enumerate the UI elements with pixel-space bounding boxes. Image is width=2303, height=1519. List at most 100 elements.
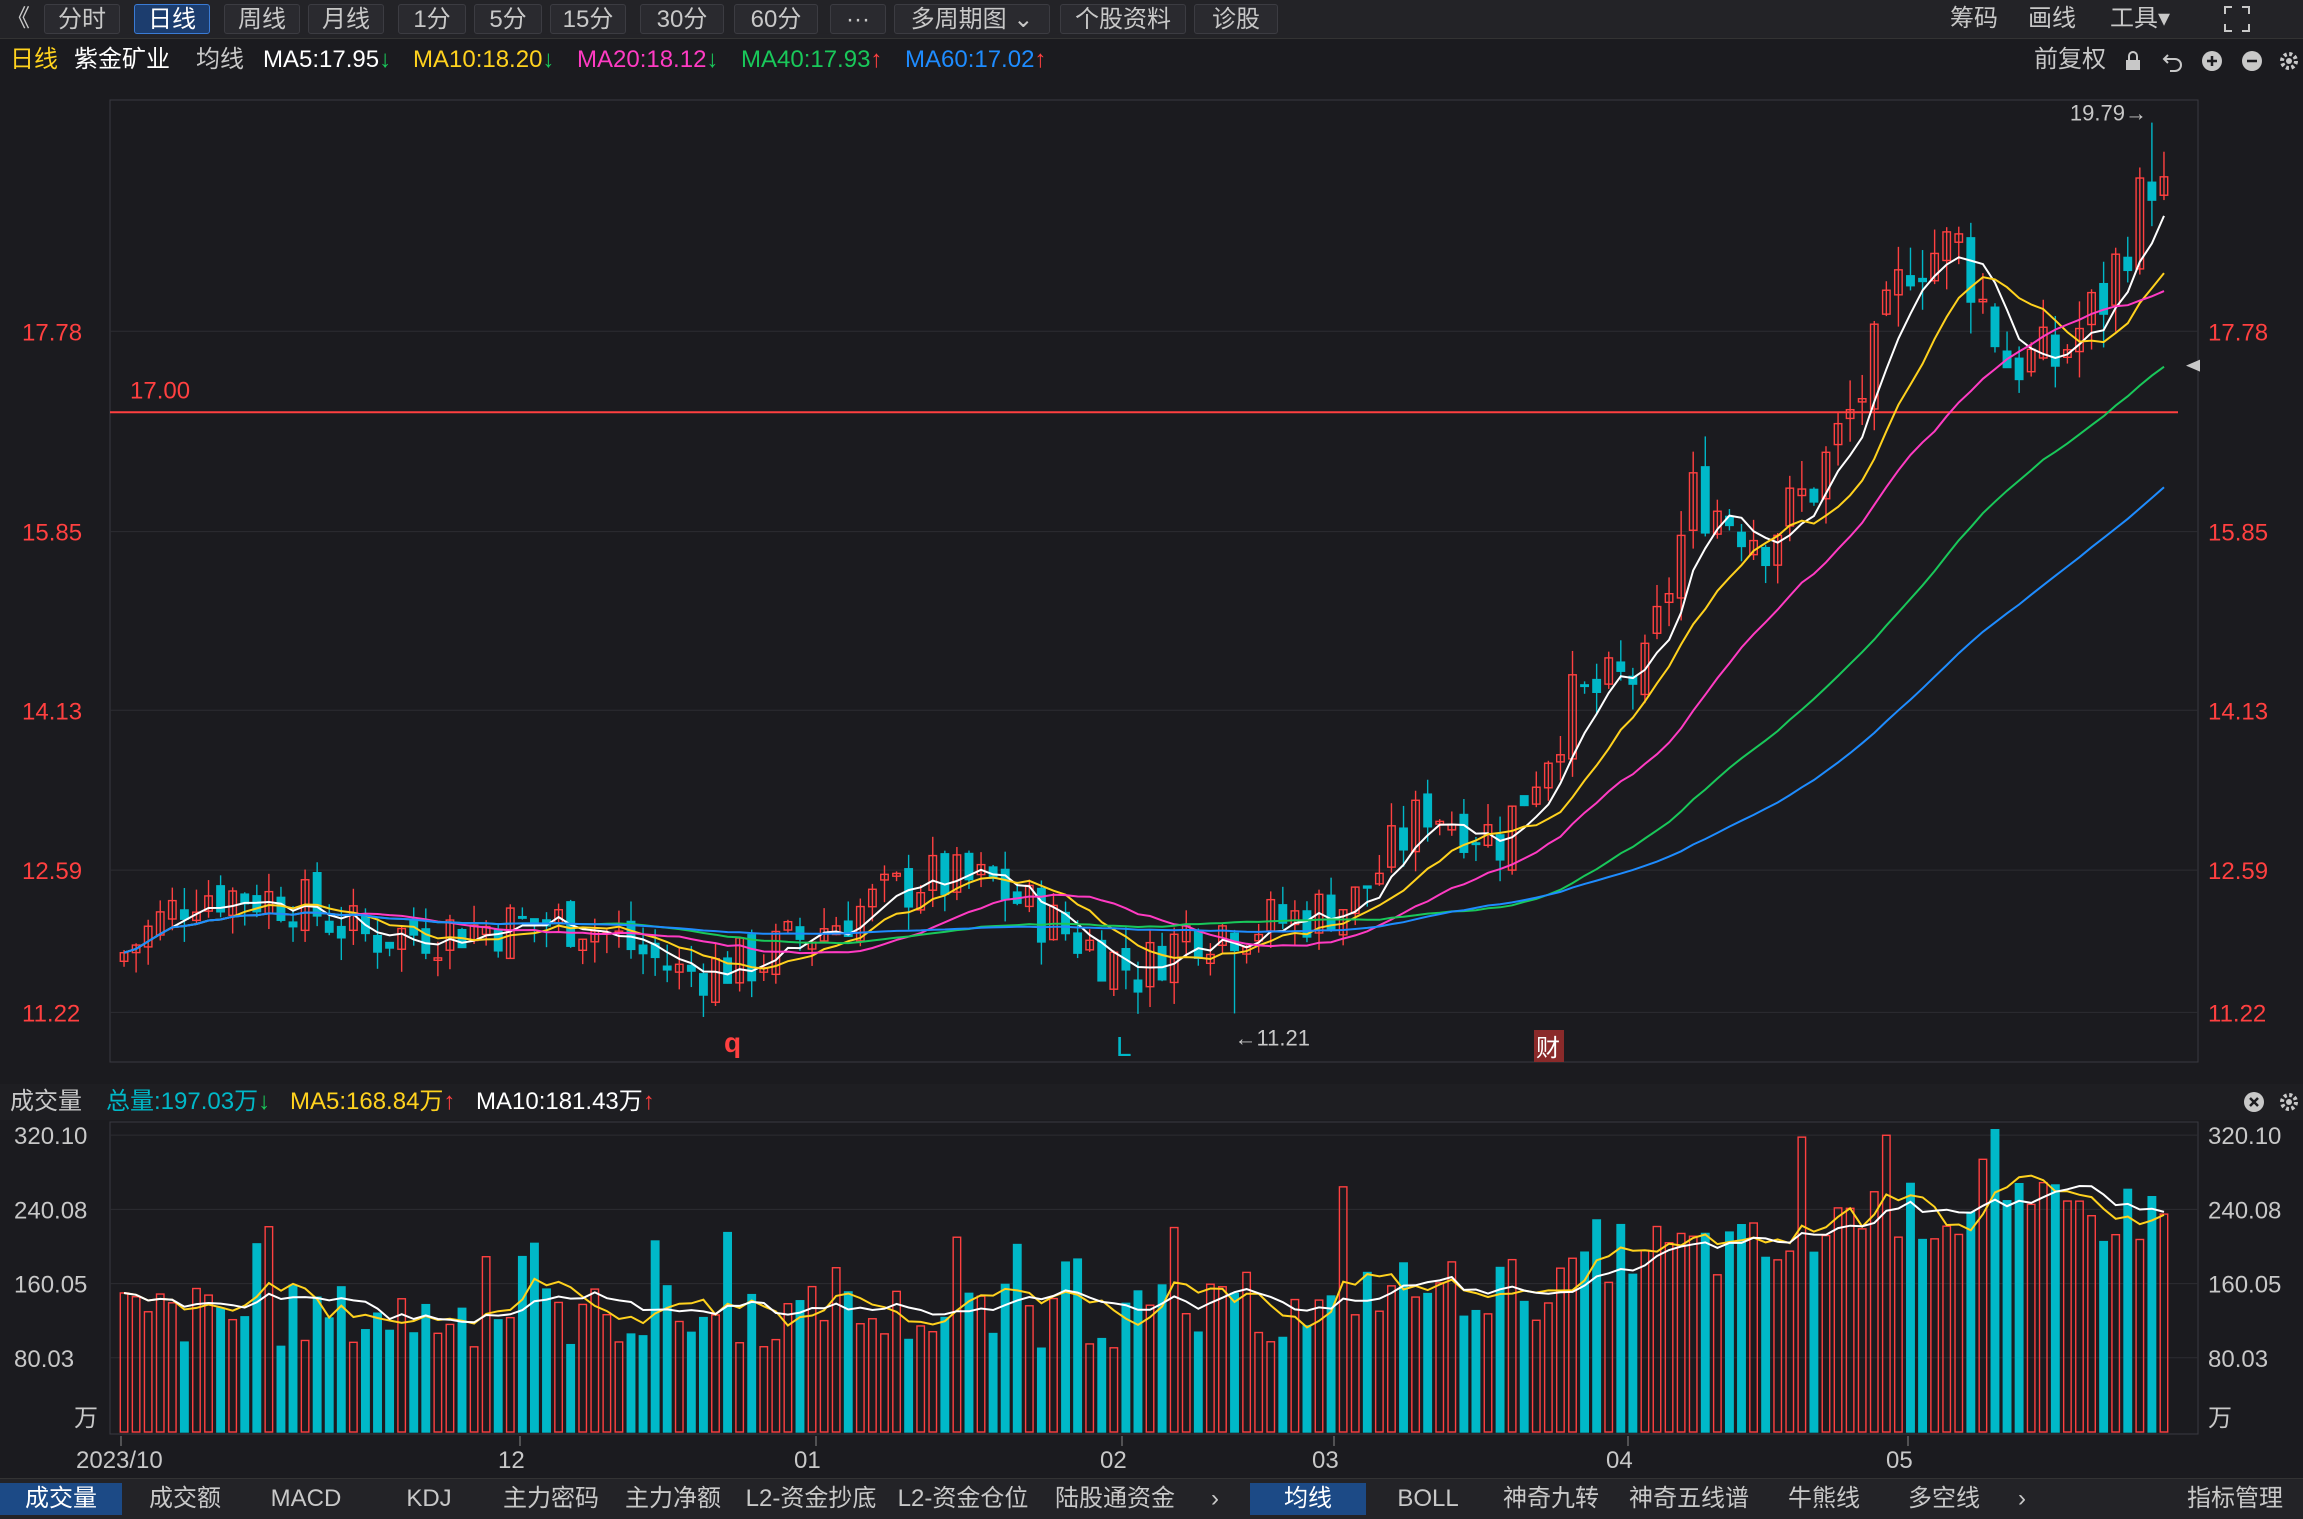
volume-bar bbox=[1918, 1238, 1927, 1433]
candle-body bbox=[1640, 642, 1650, 696]
period-tab[interactable]: 30分 bbox=[640, 4, 724, 34]
volume-bar bbox=[1942, 1225, 1952, 1433]
chip-button[interactable]: 筹码 bbox=[1950, 5, 1998, 32]
volume-bar bbox=[542, 1288, 551, 1433]
overlay-tab[interactable]: 多空线 bbox=[1908, 1485, 1980, 1512]
settings-icon[interactable] bbox=[2278, 50, 2300, 72]
period-tab[interactable]: 周线 bbox=[224, 4, 300, 34]
candle-body bbox=[493, 928, 503, 952]
candle-body bbox=[1531, 786, 1541, 805]
period-tab[interactable]: 5分 bbox=[474, 4, 542, 34]
indicator-tab[interactable]: L2-资金仓位 bbox=[897, 1485, 1029, 1512]
volume-ma10: MA10:181.43万↑ bbox=[476, 1088, 655, 1115]
candle-body bbox=[1990, 306, 2000, 348]
candle-body bbox=[1061, 911, 1070, 935]
volume-bar bbox=[1049, 1297, 1058, 1433]
period-tab[interactable]: 60分 bbox=[734, 4, 818, 34]
volume-settings-icon[interactable] bbox=[2278, 1091, 2300, 1113]
candle-body bbox=[2111, 253, 2121, 306]
volume-info-bar: 成交量 总量:197.03万↓ MA5:168.84万↑ MA10:181.43… bbox=[0, 1084, 2303, 1120]
indicator-tab[interactable]: KDJ bbox=[406, 1485, 452, 1512]
volume-bar bbox=[1471, 1309, 1481, 1433]
overlay-tab[interactable]: 均线 bbox=[1250, 1483, 1366, 1515]
candle-body bbox=[1049, 904, 1058, 941]
close-panel-icon[interactable] bbox=[2243, 1091, 2265, 1113]
lock-icon[interactable] bbox=[2122, 50, 2144, 72]
volume-tick-label-left: 240.08 bbox=[14, 1197, 87, 1224]
ma10-value: MA10:18.20↓ bbox=[413, 46, 555, 73]
period-tab[interactable]: 1分 bbox=[398, 4, 466, 34]
period-tab[interactable]: 月线 bbox=[308, 4, 384, 34]
indicator-tab[interactable]: MACD bbox=[270, 1485, 342, 1512]
candle-body bbox=[1555, 754, 1565, 763]
volume-bar bbox=[988, 1332, 998, 1433]
candle-body bbox=[1918, 277, 1927, 283]
period-tab[interactable]: 15分 bbox=[550, 4, 626, 34]
zoom-out-icon[interactable] bbox=[2241, 50, 2263, 72]
candle-body bbox=[433, 957, 443, 961]
volume-bar bbox=[373, 1312, 382, 1433]
ma-label[interactable]: 均线 bbox=[196, 46, 244, 73]
candle-body bbox=[771, 930, 781, 976]
volume-bar bbox=[1411, 1296, 1421, 1433]
period-tab[interactable]: 诊股 bbox=[1194, 4, 1278, 34]
indicator-tab[interactable]: 成交额 bbox=[149, 1485, 221, 1512]
indicator-tab[interactable]: 主力净额 bbox=[625, 1485, 721, 1512]
price-tick-label-left: 14.13 bbox=[22, 698, 82, 725]
period-tab[interactable]: 个股资料 bbox=[1060, 4, 1186, 34]
volume-bar bbox=[1543, 1302, 1553, 1433]
zoom-in-icon[interactable] bbox=[2201, 50, 2223, 72]
candle-body bbox=[1290, 910, 1300, 926]
candle-body bbox=[952, 854, 962, 893]
indicator-tab[interactable]: 成交量 bbox=[0, 1483, 122, 1515]
candle-body bbox=[674, 963, 684, 973]
candle-body bbox=[336, 925, 346, 939]
indicator-manage-button[interactable]: 指标管理 bbox=[2187, 1485, 2283, 1512]
volume-bar bbox=[1193, 1331, 1203, 1433]
overlay-tab[interactable]: 神奇九转 bbox=[1503, 1485, 1599, 1512]
volume-title[interactable]: 成交量 bbox=[10, 1088, 82, 1115]
scroll-right-icon[interactable]: › bbox=[2018, 1485, 2026, 1512]
volume-bar bbox=[2147, 1196, 2157, 1433]
fullscreen-icon[interactable] bbox=[2222, 4, 2252, 34]
candle-body bbox=[855, 905, 865, 942]
period-tab[interactable]: 多周期图 ⌄ bbox=[894, 4, 1050, 34]
volume-bar bbox=[626, 1333, 636, 1433]
more-indicators-right-icon[interactable]: › bbox=[1211, 1485, 1219, 1512]
indicator-tab[interactable]: 陆股通资金 bbox=[1055, 1485, 1175, 1512]
candle-body bbox=[1326, 894, 1336, 932]
overlay-tab[interactable]: 神奇五线谱 bbox=[1629, 1485, 1749, 1512]
volume-bar bbox=[2014, 1182, 2024, 1433]
candle-body bbox=[578, 938, 588, 951]
period-tab[interactable]: 日线 bbox=[134, 4, 210, 34]
candle-body bbox=[1399, 827, 1408, 851]
adjust-button[interactable]: 前复权 bbox=[2034, 46, 2106, 73]
volume-bar bbox=[276, 1345, 286, 1433]
period-tab[interactable]: 分时 bbox=[44, 4, 120, 34]
candle-body bbox=[1797, 488, 1807, 497]
volume-bar bbox=[783, 1303, 793, 1433]
candle-body bbox=[1423, 793, 1433, 828]
draw-button[interactable]: 画线 bbox=[2028, 5, 2076, 32]
candle-body bbox=[1012, 891, 1022, 904]
volume-bar bbox=[880, 1333, 889, 1433]
volume-bar bbox=[1604, 1281, 1614, 1433]
overlay-tab[interactable]: BOLL bbox=[1397, 1485, 1459, 1512]
indicator-tab[interactable]: L2-资金抄底 bbox=[745, 1485, 877, 1512]
overlay-tab[interactable]: 牛熊线 bbox=[1788, 1485, 1860, 1512]
indicator-tab[interactable]: 主力密码 bbox=[503, 1485, 599, 1512]
stock-name[interactable]: 紫金矿业 bbox=[74, 46, 170, 73]
volume-bar bbox=[1712, 1274, 1722, 1433]
volume-bar bbox=[1616, 1223, 1626, 1433]
volume-bar bbox=[928, 1331, 938, 1433]
candle-body bbox=[1411, 799, 1421, 853]
collapse-icon[interactable]: 《 bbox=[6, 5, 30, 32]
tools-button[interactable]: 工具▾ bbox=[2110, 5, 2171, 32]
candle-body bbox=[904, 868, 914, 908]
period-tab[interactable]: ··· bbox=[830, 4, 886, 34]
volume-bar bbox=[602, 1313, 612, 1433]
volume-bar bbox=[1990, 1129, 2000, 1433]
price-tick-label-left: 15.85 bbox=[22, 520, 82, 547]
undo-icon[interactable] bbox=[2162, 50, 2184, 72]
volume-bar bbox=[1978, 1158, 1988, 1433]
